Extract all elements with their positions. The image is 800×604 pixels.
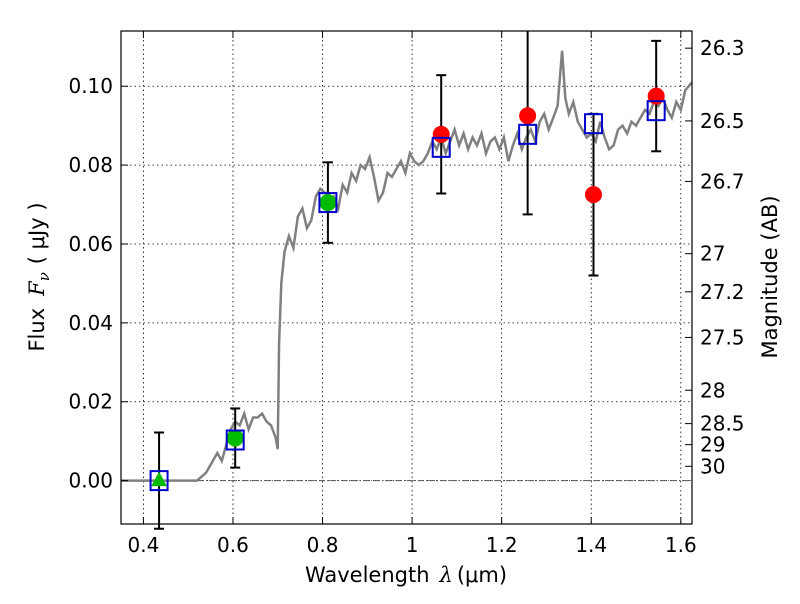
x-axis-label: Wavelength λ (μm) <box>305 563 507 587</box>
observed-flux-point <box>584 186 602 204</box>
y-tick-label: 0.06 <box>68 232 113 256</box>
x-tick-label: 0.6 <box>217 533 249 557</box>
x-tick-label: 1 <box>406 533 419 557</box>
x-tick-label: 1.2 <box>486 533 518 557</box>
model-bandpass-square <box>518 123 538 145</box>
model-spectrum-line <box>121 50 693 482</box>
grid-lines <box>121 31 692 524</box>
x-tick-label: 0.4 <box>127 533 159 557</box>
model-bandpass-square <box>431 136 451 158</box>
plot-frame <box>120 30 693 525</box>
y-tick-label: 0.02 <box>68 390 113 414</box>
observed-flux-point <box>226 429 244 447</box>
magnitude-tick-label: 29 <box>700 433 725 457</box>
model-bandpass-square <box>225 429 245 451</box>
model-bandpass-square <box>149 470 169 492</box>
observed-flux-point <box>319 194 337 212</box>
observed-flux-triangle <box>151 471 167 487</box>
x-tick-label: 1.4 <box>575 533 607 557</box>
observed-flux-point <box>647 87 665 105</box>
observed-flux-point <box>519 107 537 125</box>
magnitude-axis-label: Magnitude (AB) <box>758 195 782 358</box>
magnitude-tick-label: 27.2 <box>700 280 745 304</box>
magnitude-tick-label: 26.7 <box>700 169 745 193</box>
magnitude-tick-label: 28 <box>700 378 725 402</box>
model-bandpass-square <box>318 192 338 214</box>
data-points <box>149 31 666 530</box>
x-tick-label: 1.6 <box>665 533 697 557</box>
model-bandpass-square <box>583 113 603 135</box>
y-tick-label: 0.00 <box>68 469 113 493</box>
model-bandpass-square <box>646 100 666 122</box>
y-axis-label: FluxFν( μJy ) <box>25 202 53 351</box>
magnitude-tick-label: 27 <box>700 242 725 266</box>
axis-ticks: 0.4 0.6 0.8 1 1.2 1.4 1.6 0.00 0.02 0.04 0.06 0.08 0… <box>68 31 745 557</box>
y-tick-label: 0.08 <box>68 153 113 177</box>
magnitude-tick-label: 27.5 <box>700 325 745 349</box>
y-tick-label: 0.04 <box>68 311 113 335</box>
magnitude-tick-label: 26.3 <box>700 36 745 60</box>
observed-flux-point <box>432 125 450 143</box>
x-tick-label: 0.8 <box>307 533 339 557</box>
y-tick-label: 0.10 <box>68 74 113 98</box>
magnitude-tick-label: 28.5 <box>700 412 745 436</box>
magnitude-tick-label: 30 <box>700 454 725 478</box>
magnitude-tick-label: 26.5 <box>700 109 745 133</box>
